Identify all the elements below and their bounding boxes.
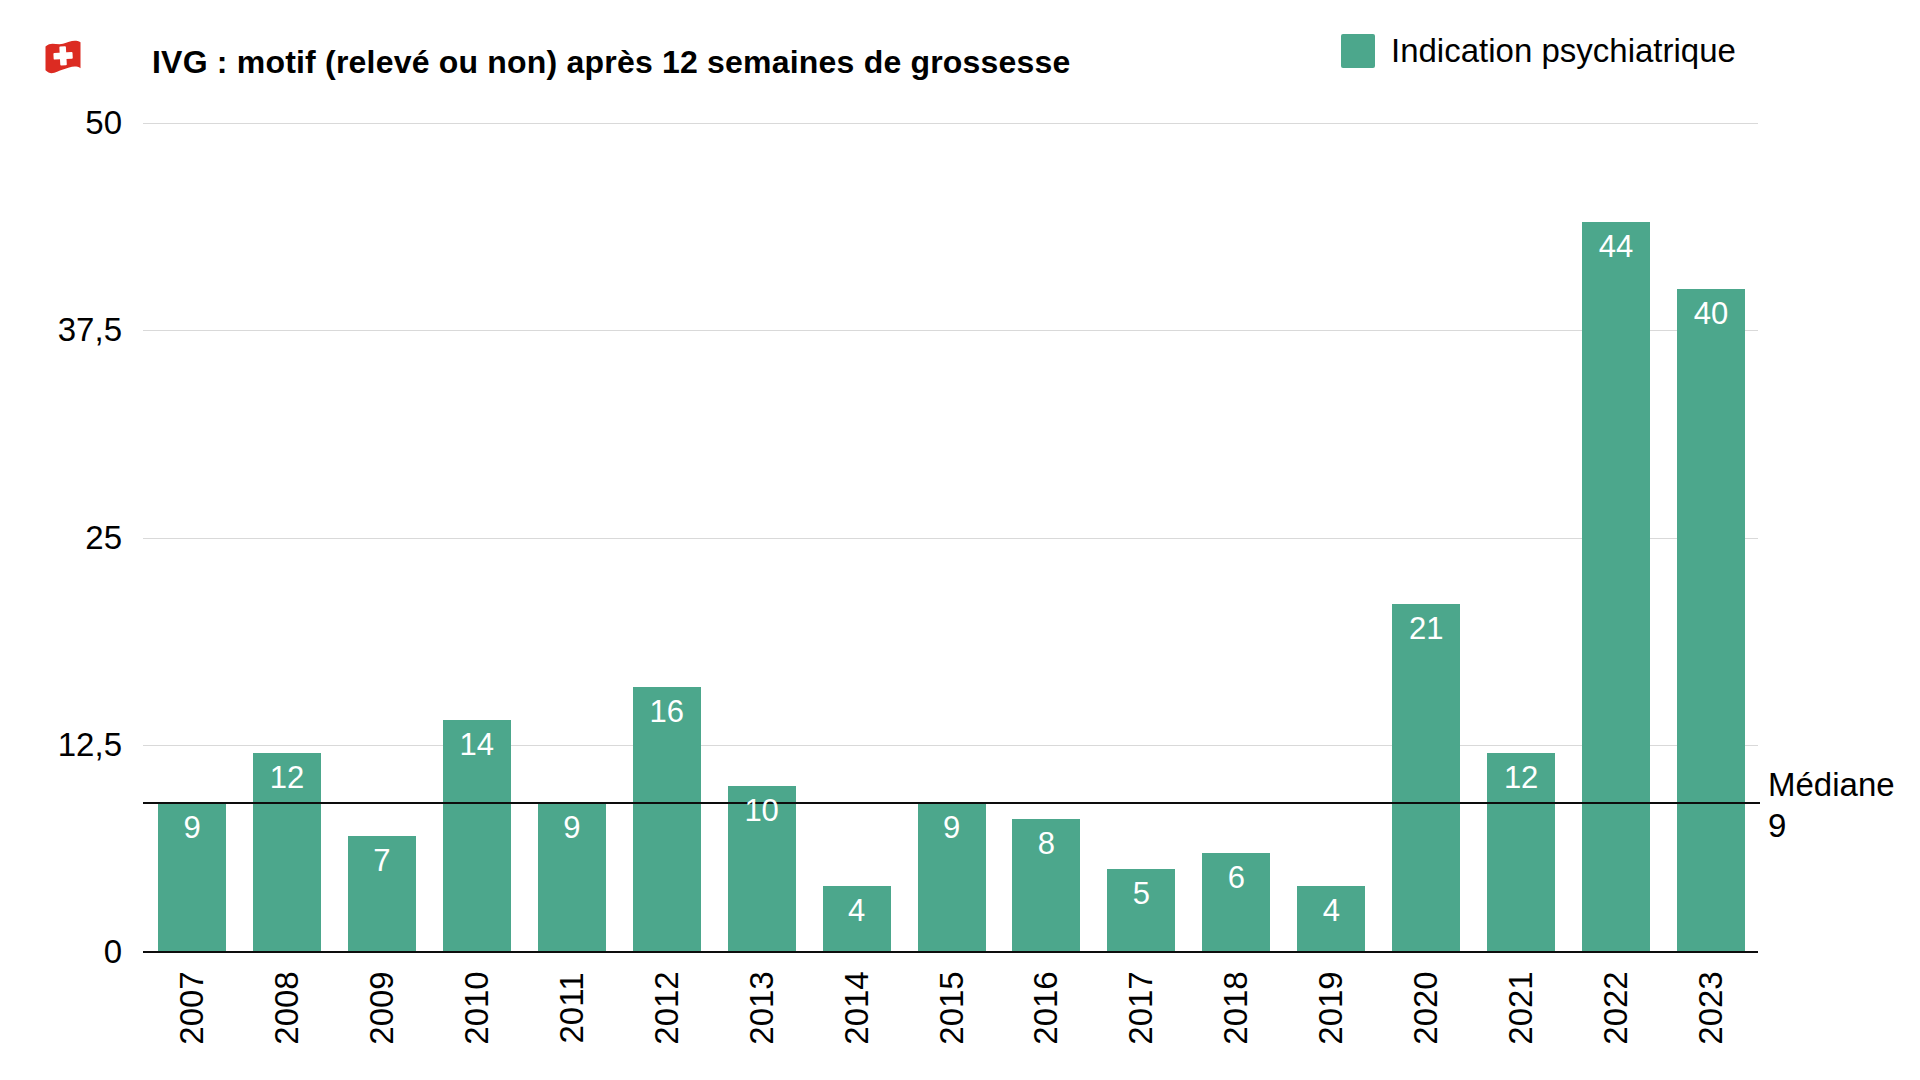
bar-value-label: 16 [633,696,701,727]
bar-value-label: 40 [1677,298,1745,329]
y-gridline [143,538,1758,539]
bar [1677,289,1745,952]
x-tick-label: 2023 [1694,938,1728,1078]
x-tick-label: 2013 [745,938,779,1078]
median-value-text: 9 [1768,805,1895,846]
bar-value-label: 4 [1297,895,1365,926]
bar-value-label: 6 [1202,862,1270,893]
median-line [143,802,1760,804]
plot-area: 0 12,5 25 37,5 50 9 2007 12 2008 7 2009 14 2010 9 2011… [0,0,1920,1080]
bar-value-label: 9 [158,812,226,843]
bar-value-label: 12 [253,762,321,793]
x-tick-label: 2009 [365,938,399,1078]
x-tick-label: 2019 [1314,938,1348,1078]
bar-value-label: 44 [1582,231,1650,262]
bar-value-label: 12 [1487,762,1555,793]
bar [1582,222,1650,952]
bar [1392,604,1460,952]
bar-value-label: 9 [538,812,606,843]
x-tick-label: 2010 [460,938,494,1078]
x-tick-label: 2014 [840,938,874,1078]
y-tick-label: 0 [0,932,122,972]
y-gridline [143,123,1758,124]
bar-value-label: 14 [443,729,511,760]
bar-value-label: 8 [1012,828,1080,859]
x-axis-line [143,951,1758,953]
x-tick-label: 2017 [1124,938,1158,1078]
x-tick-label: 2015 [935,938,969,1078]
bar-value-label: 9 [918,812,986,843]
y-gridline [143,330,1758,331]
x-tick-label: 2008 [270,938,304,1078]
y-tick-label: 25 [0,518,122,558]
x-tick-label: 2016 [1029,938,1063,1078]
bar-value-label: 5 [1107,878,1175,909]
bar-value-label: 10 [728,795,796,826]
bar-value-label: 7 [348,845,416,876]
median-annotation: Médiane 9 [1768,764,1895,846]
x-tick-label: 2021 [1504,938,1538,1078]
chart-canvas: IVG : motif (relevé ou non) après 12 sem… [0,0,1920,1080]
median-label-text: Médiane [1768,764,1895,805]
x-tick-label: 2020 [1409,938,1443,1078]
x-tick-label: 2007 [175,938,209,1078]
x-tick-label: 2012 [650,938,684,1078]
bar-value-label: 21 [1392,613,1460,644]
y-tick-label: 12,5 [0,725,122,765]
bar-value-label: 4 [823,895,891,926]
x-tick-label: 2018 [1219,938,1253,1078]
y-tick-label: 50 [0,103,122,143]
y-gridline [143,745,1758,746]
x-tick-label: 2022 [1599,938,1633,1078]
x-tick-label: 2011 [555,938,589,1078]
y-tick-label: 37,5 [0,310,122,350]
